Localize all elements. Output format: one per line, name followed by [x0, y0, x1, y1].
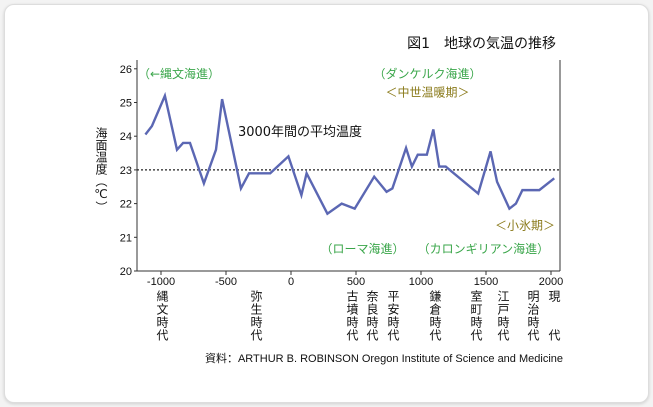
- x-tick-label: 2000: [539, 276, 563, 288]
- era-label-edo: 江戸時代: [496, 290, 510, 342]
- y-axis-label: 海面温度（℃）: [94, 126, 108, 213]
- chart-annotation: ＜中世温暖期＞: [385, 84, 469, 99]
- x-tick-label: -500: [215, 276, 237, 288]
- source-note: 資料：ARTHUR B. ROBINSON Oregon Institute o…: [205, 351, 563, 365]
- era-label-meiji: 明治時代: [526, 290, 540, 342]
- era-label-jomon: 縄文時代: [155, 290, 169, 342]
- x-tick-label: 500: [347, 276, 365, 288]
- era-label-modern: 現代: [547, 290, 561, 368]
- era-label-heian: 平安時代: [386, 290, 400, 342]
- x-tick-label: 1000: [409, 276, 433, 288]
- chart-card: [4, 4, 649, 403]
- chart-annotation: （ローマ海進）: [320, 241, 404, 256]
- chart-annotation: （ダンケルク海進）: [373, 66, 481, 81]
- era-label-kamakura: 鎌倉時代: [428, 290, 442, 342]
- chart-title: 図1 地球の気温の推移: [407, 36, 556, 52]
- y-tick-label: 23: [120, 165, 132, 177]
- y-tick-label: 25: [120, 98, 132, 110]
- era-label-kofun: 古墳時代: [345, 290, 359, 342]
- era-label-muromachi: 室町時代: [469, 290, 483, 342]
- y-tick-label: 21: [120, 232, 132, 244]
- x-tick-label: 0: [288, 276, 294, 288]
- y-tick-label: 26: [120, 64, 132, 76]
- y-tick-label: 24: [120, 131, 132, 143]
- x-tick-label: -1000: [147, 276, 175, 288]
- mean-line-label: 3000年間の平均温度: [238, 124, 362, 140]
- chart-annotation: （カロンギリアン海進）: [418, 241, 550, 256]
- chart-annotation: ＜小氷期＞: [495, 219, 555, 233]
- chart-annotation: （←縄文海進）: [138, 66, 220, 81]
- y-tick-label: 22: [120, 199, 132, 211]
- x-tick-label: 1500: [474, 276, 498, 288]
- era-label-yayoi: 弥生時代: [249, 290, 263, 342]
- y-tick-label: 20: [120, 266, 132, 278]
- temperature-series-line: [144, 91, 555, 216]
- era-label-nara: 奈良時代: [365, 290, 379, 342]
